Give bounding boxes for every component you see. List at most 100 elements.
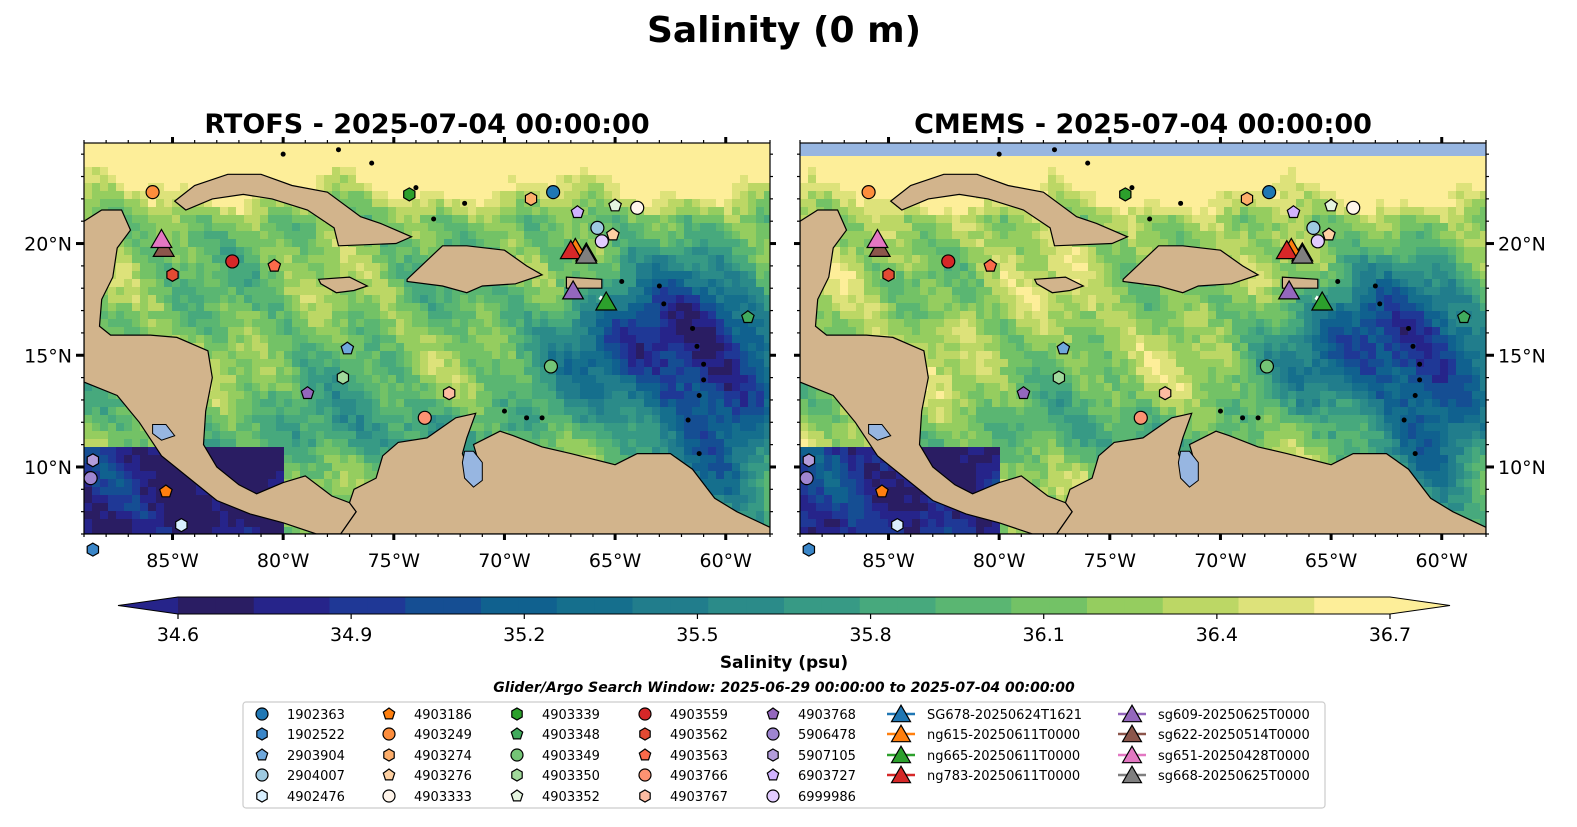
figure-title: Salinity (0 m) — [647, 10, 921, 51]
lon-tick-label: 60°W — [1416, 550, 1469, 572]
colorbar-tick-label: 35.2 — [503, 624, 545, 646]
legend-item-sg651-20250428T0000: sg651-20250428T0000 — [1118, 744, 1310, 764]
colorbar-segment — [594, 597, 634, 614]
small-island — [280, 151, 286, 157]
land-cuba — [889, 173, 1130, 247]
glider-ng665-20250611T0000 — [594, 290, 618, 311]
legend-item-4903768: 4903768 — [766, 707, 856, 723]
argo-float-4902476 — [175, 517, 188, 533]
small-island — [694, 343, 700, 349]
colorbar-segment — [670, 597, 709, 614]
legend-item-4903186: 4903186 — [382, 707, 472, 723]
small-island — [696, 451, 702, 457]
lat-tick-label: 20°N — [24, 234, 72, 256]
argo-float-5906478 — [83, 471, 98, 486]
small-island — [1085, 160, 1091, 166]
lat-tick-label: 20°N — [1498, 234, 1546, 256]
colorbar-tick-label: 34.9 — [330, 624, 372, 646]
land-jamaica — [1033, 276, 1085, 294]
panel-title: RTOFS - 2025-07-04 00:00:00 — [204, 109, 649, 140]
glider-ng783-20250611T0000 — [1275, 239, 1299, 260]
small-island — [685, 417, 691, 423]
small-island — [1217, 408, 1223, 414]
small-island — [701, 377, 707, 383]
argo-float-4903352 — [1324, 198, 1339, 212]
map-panel-cmems: CMEMS - 2025-07-04 00:00:00 85°W 80°W 75°W 7… — [794, 109, 1546, 572]
small-island — [501, 408, 507, 414]
colorbar-segment — [443, 597, 482, 614]
argo-float-1902363 — [546, 185, 561, 200]
colorbar-extend-low — [118, 597, 178, 614]
colorbar-segment — [291, 597, 331, 614]
argo-float-4903350 — [1052, 370, 1066, 385]
glider-ng783-20250611T0000 — [559, 239, 583, 260]
legend-item-4903559: 4903559 — [638, 707, 728, 723]
legend-item-4903349: 4903349 — [510, 748, 600, 764]
argo-float-6903727 — [1286, 205, 1301, 219]
colorbar-segment — [1276, 597, 1315, 614]
small-island — [661, 301, 667, 307]
lat-tick-label: 10°N — [24, 457, 72, 479]
legend-item-4903563: 4903563 — [638, 748, 728, 764]
argo-float-4903276 — [1321, 227, 1336, 241]
glider-sg651-20250428T0000 — [866, 228, 889, 249]
legend-item-SG678-20250624T1621: SG678-20250624T1621 — [887, 703, 1082, 723]
argo-float-4903768 — [1016, 385, 1031, 400]
argo-float-4903767 — [1158, 386, 1172, 401]
colorbar-segment — [859, 597, 899, 614]
colorbar-segment — [935, 597, 974, 614]
colorbar-segment — [1049, 597, 1088, 614]
lon-tick-label: 70°W — [478, 550, 531, 572]
argo-float-4903339 — [1119, 187, 1132, 202]
legend-item-ng665-20250611T0000: ng665-20250611T0000 — [887, 744, 1080, 764]
land-hispaniola — [406, 245, 544, 294]
small-island — [619, 279, 625, 285]
salinity-field — [84, 143, 770, 534]
lon-tick-label: 75°W — [1084, 550, 1137, 572]
small-island — [1147, 216, 1153, 222]
colorbar-segment — [253, 597, 293, 614]
argo-float-1902363 — [1262, 185, 1277, 200]
land — [800, 147, 1486, 534]
legend-item-4903562: 4903562 — [639, 727, 728, 743]
lon-tick-label: 80°W — [973, 550, 1026, 572]
colorbar-label: Salinity (psu) — [720, 653, 848, 673]
colorbar-segment — [1011, 597, 1050, 614]
colorbar-segment — [1087, 597, 1126, 614]
lon-tick-label: 60°W — [700, 550, 753, 572]
argo-float-4903767 — [442, 386, 456, 401]
lat-tick-label: 15°N — [24, 345, 72, 367]
glider-sg609-20250625T0000 — [561, 279, 585, 300]
colorbar-tick-label: 36.7 — [1369, 624, 1411, 646]
colorbar-segment — [784, 597, 823, 614]
colorbar-segment — [821, 597, 861, 614]
legend-item-sg622-20250514T0000: sg622-20250514T0000 — [1118, 723, 1310, 743]
argo-float-4903348 — [1456, 310, 1471, 324]
argo-float-4902476 — [891, 517, 904, 533]
colorbar-tick-label: 35.5 — [676, 624, 718, 646]
colorbar-segment — [481, 597, 520, 614]
glider-sg651-20250428T0000 — [150, 228, 173, 249]
argo-float-4903766 — [1133, 410, 1148, 425]
legend-item-5906478: 5906478 — [766, 727, 856, 743]
colorbar-segment — [746, 597, 785, 614]
argo-float-4903348 — [740, 310, 755, 324]
legend-box — [242, 701, 1326, 809]
small-island — [369, 160, 375, 166]
lon-tick-label: 75°W — [368, 550, 421, 572]
argo-float-6999986 — [1310, 234, 1325, 249]
small-island — [1240, 415, 1246, 421]
argo-float-4903333 — [1346, 200, 1361, 215]
colorbar-segment — [405, 597, 444, 614]
colorbar-tick-label: 36.4 — [1196, 624, 1238, 646]
argo-float-5907105 — [802, 453, 816, 468]
lake-maracaibo — [461, 450, 483, 488]
argo-float-4903349 — [543, 359, 559, 374]
argo-float-4903349 — [1259, 359, 1275, 374]
argo-float-2903904 — [1056, 341, 1071, 355]
small-island — [1410, 343, 1416, 349]
argo-float-4903559 — [225, 254, 240, 269]
lat-tick-label: 10°N — [1498, 457, 1546, 479]
small-island — [1412, 451, 1418, 457]
argo-float-1902522 — [86, 542, 100, 557]
